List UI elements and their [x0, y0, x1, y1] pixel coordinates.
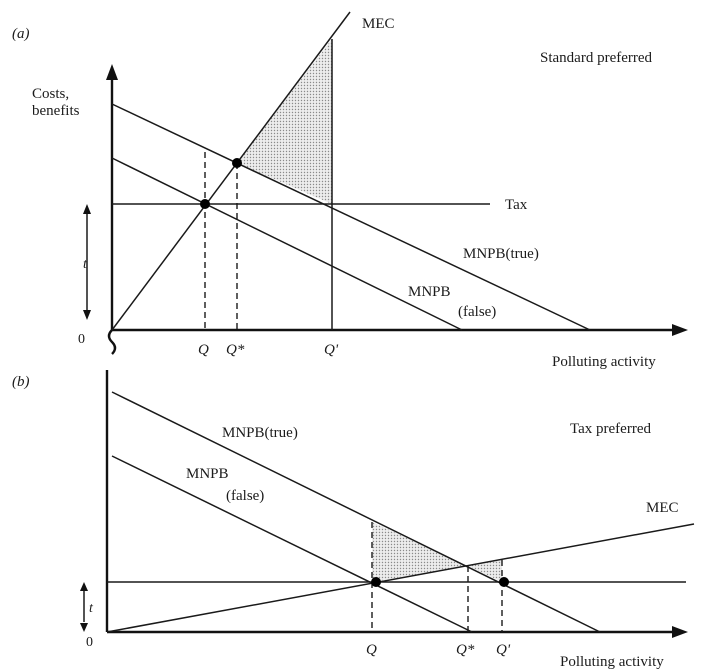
panel-a-origin: 0 — [78, 332, 85, 347]
panel-b-label: (b) — [12, 374, 30, 390]
panel-a: (a) Standard preferred Costs, benefits 0… — [12, 11, 688, 370]
panel-a-mnpb-false-line — [111, 157, 463, 331]
panel-b-mnpb-false-line — [111, 455, 473, 633]
panel-b-shaded-area-left — [372, 522, 468, 582]
panel-b: (b) Tax preferred 0 MNPB(true) MNPB (fal… — [12, 370, 695, 670]
panel-b-mec-label: MEC — [646, 500, 679, 516]
panel-a-mec-line — [111, 11, 351, 331]
panel-b-t-arrow-up — [80, 582, 88, 591]
panel-b-point-q-prime — [499, 577, 509, 587]
panel-b-x-arrow — [672, 626, 688, 638]
panel-b-x-label: Polluting activity — [560, 654, 664, 670]
panel-a-tick-q: Q — [198, 342, 209, 358]
panel-a-t-label: t — [83, 257, 88, 272]
panel-b-mnpb-false-label-line2: (false) — [226, 488, 264, 504]
panel-b-mnpb-true-label: MNPB(true) — [222, 425, 298, 441]
panel-a-label: (a) — [12, 26, 30, 42]
panel-a-mnpb-false-label-line2: (false) — [458, 304, 496, 320]
panel-b-t-label: t — [89, 601, 94, 616]
panel-b-tick-q-star: Q* — [456, 642, 475, 658]
panel-a-title: Standard preferred — [540, 50, 653, 66]
panel-a-t-arrow-up — [83, 204, 91, 214]
panel-b-origin: 0 — [86, 635, 93, 650]
panel-b-mnpb-true-line — [111, 391, 601, 633]
panel-b-mnpb-false-label-line1: MNPB — [186, 466, 229, 482]
panel-a-mnpb-false-label-line1: MNPB — [408, 284, 451, 300]
panel-b-mec-line — [106, 523, 695, 633]
panel-a-axis-break — [107, 329, 117, 355]
panel-b-t-arrow-down — [80, 623, 88, 632]
panel-a-point-q — [200, 199, 210, 209]
panel-b-tick-q-prime: Q' — [496, 642, 511, 658]
panel-b-shaded-area-right — [468, 560, 502, 582]
panel-a-point-q-star — [232, 158, 242, 168]
panel-a-x-label: Polluting activity — [552, 354, 656, 370]
panel-a-tick-q-prime: Q' — [324, 342, 339, 358]
panel-b-point-q — [371, 577, 381, 587]
panel-a-tick-q-star: Q* — [226, 342, 245, 358]
panel-b-tick-q: Q — [366, 642, 377, 658]
panel-a-t-arrow-down — [83, 310, 91, 320]
panel-a-y-label-line1: Costs, — [32, 86, 69, 102]
panel-a-shaded-area — [237, 39, 332, 204]
panel-b-title: Tax preferred — [570, 421, 651, 437]
panel-a-mnpb-true-line — [111, 103, 591, 331]
panel-a-y-arrow — [106, 64, 118, 80]
panel-a-x-arrow — [672, 324, 688, 336]
panel-a-tax-label: Tax — [505, 197, 528, 213]
panel-a-mec-label: MEC — [362, 16, 395, 32]
panel-a-mnpb-true-label: MNPB(true) — [463, 246, 539, 262]
panel-a-y-label-line2: benefits — [32, 103, 80, 119]
